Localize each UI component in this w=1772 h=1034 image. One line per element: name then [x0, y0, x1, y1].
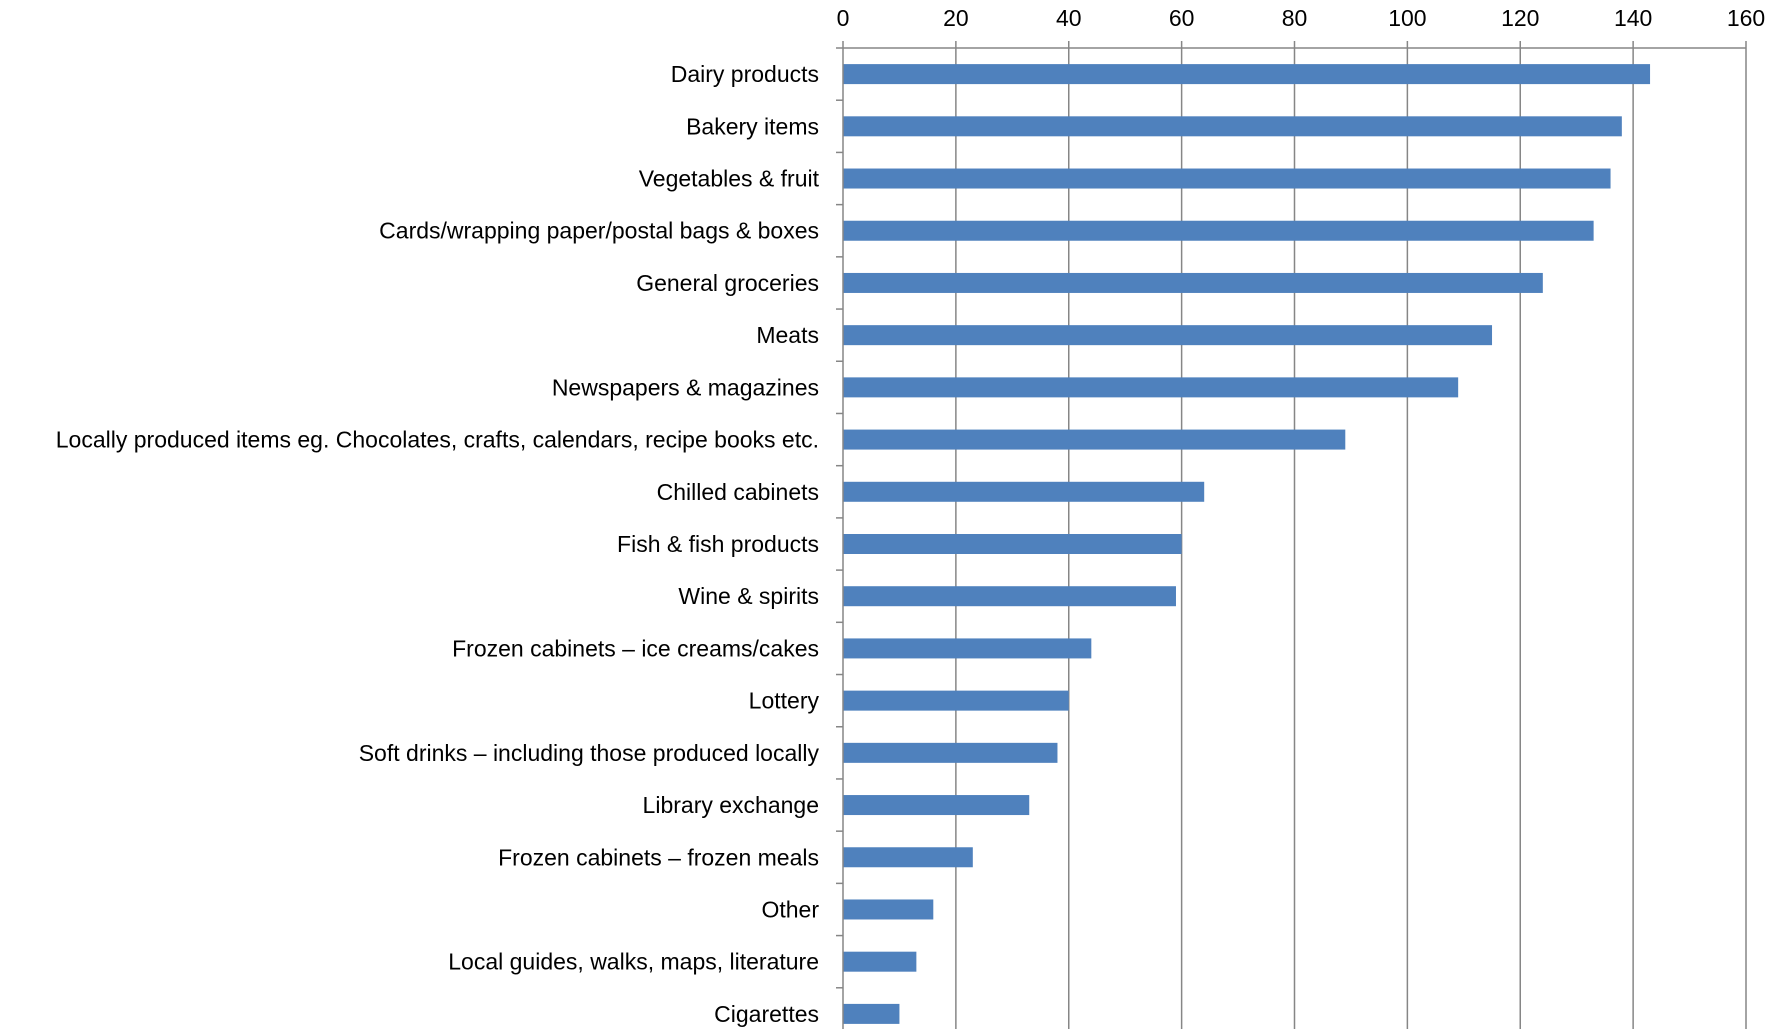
bar — [843, 1003, 900, 1024]
category-label: Cigarettes — [714, 1001, 819, 1027]
category-label: General groceries — [636, 270, 819, 296]
x-tick-label: 60 — [1169, 5, 1195, 31]
category-label: Dairy products — [671, 61, 819, 87]
bars — [843, 64, 1651, 1024]
x-tick-label: 140 — [1614, 5, 1652, 31]
axes — [836, 41, 1747, 1034]
bar — [843, 220, 1594, 241]
category-label: Locally produced items eg. Chocolates, c… — [56, 427, 819, 453]
bar — [843, 116, 1622, 137]
category-label: Lottery — [749, 688, 820, 714]
bar — [843, 377, 1459, 398]
bar — [843, 899, 934, 920]
category-label: Local guides, walks, maps, literature — [448, 949, 819, 975]
bar — [843, 272, 1543, 293]
category-label: Frozen cabinets – ice creams/cakes — [452, 635, 819, 661]
category-label: Bakery items — [686, 113, 819, 139]
bar — [843, 325, 1493, 346]
category-labels: Dairy products Bakery items Vegetables & f… — [56, 61, 820, 1027]
category-label: Wine & spirits — [678, 583, 819, 609]
x-tick-labels: 0 20 40 60 80 100 120 140 160 — [837, 5, 1766, 31]
bar — [843, 429, 1346, 450]
category-label: Library exchange — [643, 792, 819, 818]
x-tick-label: 160 — [1727, 5, 1765, 31]
x-tick-label: 120 — [1501, 5, 1539, 31]
bar — [843, 795, 1030, 816]
bar — [843, 742, 1058, 763]
category-label: Vegetables & fruit — [639, 166, 820, 192]
category-label: Cards/wrapping paper/postal bags & boxes — [379, 218, 819, 244]
bar — [843, 168, 1611, 189]
bar — [843, 847, 973, 868]
x-tick-label: 0 — [837, 5, 850, 31]
x-tick-label: 100 — [1388, 5, 1426, 31]
bar — [843, 64, 1651, 85]
bar — [843, 638, 1092, 659]
bar — [843, 690, 1069, 711]
category-label: Fish & fish products — [617, 531, 819, 557]
category-label: Soft drinks – including those produced l… — [359, 740, 820, 766]
category-label: Frozen cabinets – frozen meals — [498, 844, 819, 870]
bar — [843, 951, 917, 972]
x-tick-label: 20 — [943, 5, 969, 31]
bar — [843, 586, 1176, 607]
bar — [843, 534, 1182, 554]
x-tick-label: 40 — [1056, 5, 1082, 31]
category-label: Newspapers & magazines — [552, 374, 819, 400]
category-label: Chilled cabinets — [657, 479, 819, 505]
x-tick-label: 80 — [1282, 5, 1308, 31]
bar — [843, 481, 1205, 502]
category-label: Other — [761, 896, 819, 922]
category-label: Meats — [756, 322, 819, 348]
